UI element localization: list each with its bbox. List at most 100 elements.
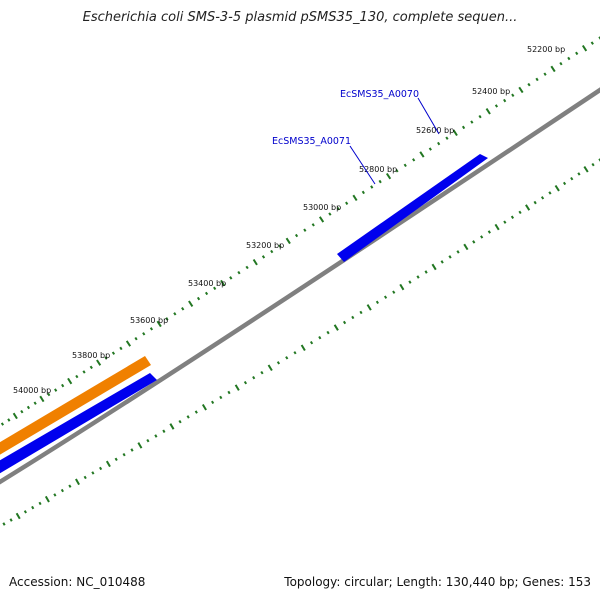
tick-mark bbox=[165, 317, 169, 321]
gene-callout-A0071[interactable]: EcSMS35_A0071 bbox=[272, 136, 376, 185]
tick-mark bbox=[533, 200, 537, 205]
tick-mark bbox=[408, 280, 412, 284]
tick-mark bbox=[456, 250, 460, 254]
tick-mark bbox=[114, 457, 118, 462]
tick-label: 54000 bp bbox=[13, 386, 51, 395]
gene-callout-A0070[interactable]: EcSMS35_A0070 bbox=[340, 89, 440, 135]
tick-mark bbox=[535, 77, 539, 82]
tick-mark bbox=[20, 409, 24, 414]
tick-label: 53200 bp bbox=[246, 241, 284, 250]
tick-mark bbox=[419, 151, 425, 158]
tick-mark bbox=[399, 283, 405, 291]
tick-mark bbox=[598, 158, 600, 162]
tick-mark bbox=[213, 286, 217, 291]
tick-mark bbox=[445, 136, 449, 140]
tick-mark bbox=[137, 442, 143, 449]
tick-mark bbox=[227, 390, 231, 395]
tick-mark bbox=[303, 228, 307, 232]
tick-mark bbox=[361, 190, 365, 195]
tick-mark bbox=[204, 291, 209, 296]
tick-mark bbox=[0, 422, 5, 426]
tick-mark bbox=[119, 346, 123, 351]
accession-text: Accession: NC_010488 bbox=[9, 575, 146, 589]
tick-mark bbox=[424, 270, 428, 274]
tick-mark bbox=[278, 244, 282, 248]
tick-mark bbox=[156, 320, 162, 328]
tick-mark bbox=[122, 452, 126, 457]
tick-mark bbox=[162, 429, 166, 433]
tick-mark bbox=[173, 312, 177, 316]
tick-mark bbox=[2, 522, 6, 526]
tick-mark bbox=[211, 400, 215, 405]
gene-feature-orange[interactable] bbox=[0, 356, 151, 457]
tick-label: 53800 bp bbox=[72, 351, 110, 360]
tick-mark bbox=[480, 235, 484, 239]
tick-mark bbox=[260, 370, 264, 375]
tick-mark bbox=[12, 412, 18, 420]
tick-mark bbox=[245, 265, 249, 270]
tick-mark bbox=[186, 415, 190, 419]
tick-mark bbox=[375, 300, 379, 305]
tick-mark bbox=[47, 392, 51, 397]
tick-mark bbox=[412, 158, 416, 162]
tick-mark bbox=[525, 204, 531, 211]
tick-mark bbox=[104, 356, 108, 360]
tick-mark bbox=[169, 423, 175, 430]
tick-mark bbox=[82, 370, 86, 374]
tick-mark bbox=[598, 36, 600, 40]
tick-mark bbox=[67, 377, 73, 385]
tick-mark bbox=[336, 206, 340, 211]
tick-mark bbox=[196, 296, 201, 301]
tick-mark bbox=[366, 304, 372, 311]
tick-mark bbox=[270, 249, 274, 254]
tick-mark bbox=[7, 418, 11, 422]
tick-mark bbox=[342, 320, 347, 325]
tick-mark bbox=[370, 185, 374, 189]
tick-mark bbox=[294, 233, 299, 238]
gene-label-A0070: EcSMS35_A0070 bbox=[340, 89, 419, 100]
tick-mark bbox=[351, 315, 355, 320]
tick-mark bbox=[437, 141, 441, 146]
tick-mark bbox=[293, 351, 297, 355]
tick-mark bbox=[15, 512, 21, 520]
tick-label: 52400 bp bbox=[472, 87, 510, 96]
tick-mark bbox=[75, 478, 80, 486]
gene-feature-blue-lower[interactable] bbox=[0, 373, 157, 475]
tick-mark bbox=[333, 324, 339, 331]
tick-mark bbox=[448, 255, 452, 259]
tick-mark bbox=[559, 61, 563, 66]
callout-line bbox=[349, 145, 376, 185]
tick-mark bbox=[134, 336, 138, 341]
tick-mark bbox=[503, 220, 507, 224]
gene-feature-blue-upper[interactable] bbox=[337, 154, 488, 262]
tick-mark bbox=[44, 495, 50, 503]
tick-mark bbox=[285, 356, 289, 360]
tick-mark bbox=[494, 223, 500, 231]
tick-mark bbox=[478, 114, 482, 119]
tick-mark bbox=[26, 405, 31, 410]
tick-mark bbox=[75, 374, 79, 379]
tick-mark bbox=[583, 166, 589, 173]
tick-label: 53400 bp bbox=[188, 279, 226, 288]
tick-mark bbox=[68, 484, 72, 488]
tick-mark bbox=[326, 330, 330, 335]
tick-mark bbox=[194, 410, 198, 414]
inner-tick-track bbox=[2, 158, 600, 526]
tick-mark bbox=[39, 395, 45, 403]
tick-mark bbox=[395, 168, 399, 173]
tick-mark bbox=[527, 82, 531, 87]
tick-mark bbox=[178, 419, 182, 424]
tick-mark bbox=[201, 403, 207, 411]
tick-mark bbox=[219, 395, 223, 400]
tick-mark bbox=[554, 184, 560, 192]
tick-mark bbox=[9, 518, 13, 522]
tick-mark bbox=[416, 275, 420, 279]
tick-mark bbox=[503, 98, 507, 103]
tick-mark bbox=[31, 505, 35, 510]
tick-mark bbox=[567, 56, 571, 61]
tick-mark bbox=[130, 448, 134, 452]
tick-mark bbox=[318, 216, 325, 223]
tick-mark bbox=[472, 240, 476, 244]
tick-mark bbox=[91, 471, 95, 475]
tick-mark bbox=[431, 263, 437, 271]
